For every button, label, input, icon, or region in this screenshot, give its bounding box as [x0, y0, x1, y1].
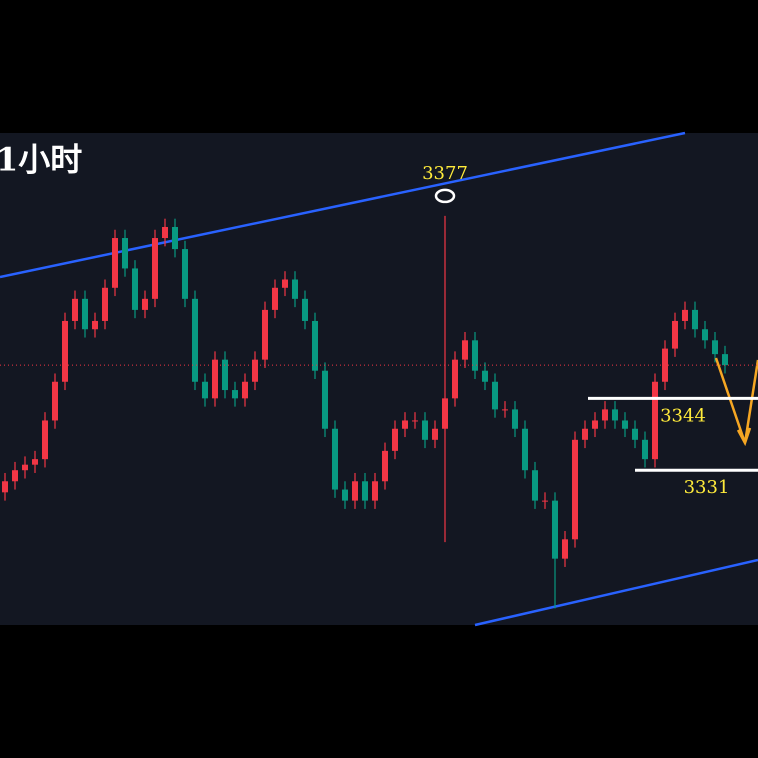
candle-body	[82, 298, 88, 330]
candle-body	[712, 340, 718, 355]
candle-body	[272, 287, 278, 310]
candle-body	[382, 450, 388, 482]
peak-label: 3377	[422, 163, 468, 184]
level-label: 3331	[684, 477, 730, 498]
candle-body	[282, 279, 288, 288]
candle-body	[592, 420, 598, 429]
candle-body	[262, 309, 268, 360]
candle-body	[392, 428, 398, 451]
candle-body	[312, 320, 318, 371]
candle-body	[22, 464, 28, 471]
candle-body	[532, 470, 538, 501]
candle-body	[642, 439, 648, 460]
candle-body	[342, 489, 348, 501]
plot-area	[0, 133, 758, 625]
candle-body	[292, 279, 298, 299]
chart-title: 1小时	[0, 141, 82, 179]
candle-body	[72, 298, 78, 321]
candle-body	[452, 359, 458, 399]
candle-body	[62, 320, 68, 382]
candle-body	[562, 539, 568, 559]
channel-lower	[474, 558, 758, 627]
candle-body	[32, 459, 38, 465]
candle-body	[122, 238, 128, 269]
candle-body	[332, 428, 338, 490]
candle-body	[102, 287, 108, 321]
candle-body	[92, 320, 98, 330]
peak-marker	[434, 188, 456, 204]
candle-body	[722, 354, 728, 366]
candle-body	[462, 340, 468, 360]
candle-body	[322, 370, 328, 429]
candle-body	[252, 359, 258, 382]
candle-body	[362, 481, 368, 501]
candle-body	[692, 309, 698, 330]
candle-body	[132, 268, 138, 310]
candle-body	[632, 428, 638, 440]
candle-body	[492, 381, 498, 410]
candle-body	[432, 428, 438, 440]
candle-body	[412, 420, 418, 422]
candle-body	[172, 226, 178, 250]
candle-body	[182, 249, 188, 299]
candle-body	[682, 309, 688, 321]
candle-body	[192, 298, 198, 382]
candle-body	[422, 420, 428, 440]
candle-body	[612, 409, 618, 421]
candle-body	[622, 420, 628, 429]
candle-body	[472, 340, 478, 371]
level-label: 3344	[660, 405, 706, 426]
candle-body	[522, 428, 528, 471]
candle-body	[352, 481, 358, 501]
candle-body	[242, 381, 248, 399]
candle-body	[202, 381, 208, 399]
candle-body	[502, 409, 508, 411]
candle-body	[2, 481, 8, 493]
candle-body	[12, 470, 18, 482]
candle-body	[442, 398, 448, 429]
candle-body	[402, 420, 408, 429]
candle-body	[222, 359, 228, 391]
candle-body	[482, 370, 488, 382]
forecast-arrow	[714, 357, 758, 447]
candle-body	[602, 409, 608, 421]
candle-body	[702, 329, 708, 341]
candle-body	[572, 439, 578, 540]
candle-body	[552, 500, 558, 559]
candle-body	[652, 381, 658, 460]
candle-body	[232, 390, 238, 399]
candle-body	[112, 238, 118, 288]
candle-body	[162, 226, 168, 239]
candle-body	[512, 409, 518, 429]
candle-body	[672, 320, 678, 349]
candle-body	[582, 428, 588, 440]
candle-body	[212, 359, 218, 399]
candle-body	[542, 500, 548, 502]
candle-body	[152, 238, 158, 299]
candle-body	[302, 298, 308, 321]
candle-body	[52, 381, 58, 421]
candle-body	[142, 298, 148, 310]
candle-body	[372, 481, 378, 501]
candle-body	[42, 420, 48, 460]
